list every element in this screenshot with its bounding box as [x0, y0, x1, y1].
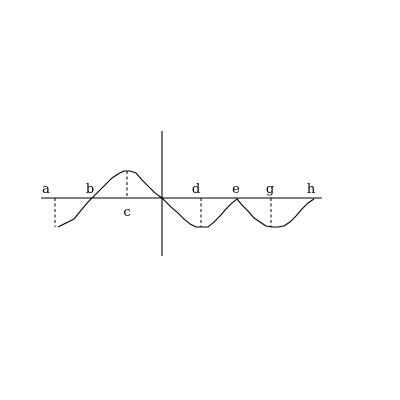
point-label-b: b: [86, 182, 94, 197]
point-label-g: g: [266, 182, 274, 197]
point-label-a: a: [42, 182, 50, 197]
point-label-e: e: [232, 182, 240, 197]
point-label-c: c: [123, 205, 130, 220]
point-label-h: h: [307, 182, 316, 197]
point-label-d: d: [192, 182, 200, 197]
function-curve: [57, 170, 315, 228]
